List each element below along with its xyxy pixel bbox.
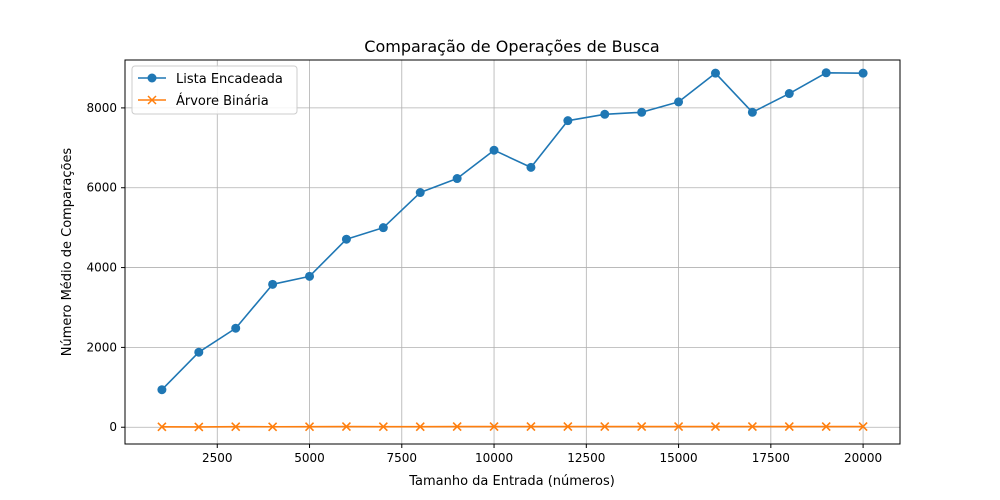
data-point-1 xyxy=(304,422,315,432)
data-point-1 xyxy=(821,421,831,432)
x-tick-label: 7500 xyxy=(387,451,418,465)
x-tick-label: 17500 xyxy=(752,451,790,465)
x-tick-label: 5000 xyxy=(294,451,325,465)
data-point-1 xyxy=(600,422,610,432)
data-point-0 xyxy=(231,323,241,333)
data-point-1 xyxy=(231,422,241,432)
data-point-0 xyxy=(526,162,536,172)
legend-marker-arvore xyxy=(147,95,157,105)
x-axis-label: Tamanho da Entrada (números) xyxy=(408,474,615,489)
x-tick-label: 12500 xyxy=(567,451,605,465)
data-point-0 xyxy=(674,97,684,107)
data-point-1 xyxy=(526,422,536,432)
y-tick-label: 8000 xyxy=(86,101,117,115)
y-axis-label: Número Médio de Comparações xyxy=(60,148,75,357)
data-point-0 xyxy=(637,107,647,117)
x-tick-label: 2500 xyxy=(202,451,233,465)
plot-frame xyxy=(124,59,901,445)
data-point-0 xyxy=(194,347,204,357)
data-point-1 xyxy=(858,421,868,432)
data-point-1 xyxy=(268,422,278,432)
y-tick-label: 2000 xyxy=(86,340,117,354)
data-point-1 xyxy=(157,422,167,432)
legend-label-lista: Lista Encadeada xyxy=(176,72,283,87)
data-point-0 xyxy=(415,188,425,198)
series-layer xyxy=(157,68,868,432)
chart-title: Comparação de Operações de Busca xyxy=(364,37,659,56)
data-point-0 xyxy=(858,68,868,78)
data-point-1 xyxy=(378,422,388,432)
data-point-0 xyxy=(747,107,757,117)
data-point-0 xyxy=(563,116,573,126)
y-tick-label: 6000 xyxy=(86,181,117,195)
data-point-1 xyxy=(452,422,462,432)
data-point-1 xyxy=(563,422,573,432)
x-tick-label: 15000 xyxy=(659,451,697,465)
data-point-0 xyxy=(452,174,462,184)
legend-marker-lista xyxy=(147,73,157,83)
x-tick-label: 10000 xyxy=(475,451,513,465)
data-point-0 xyxy=(710,68,720,78)
data-point-1 xyxy=(341,422,351,432)
data-point-0 xyxy=(268,279,278,289)
series-line-0 xyxy=(161,71,864,391)
data-point-1 xyxy=(194,422,204,432)
data-point-0 xyxy=(489,145,499,155)
data-point-0 xyxy=(157,385,167,395)
legend-label-arvore: Árvore Binária xyxy=(176,93,269,109)
data-point-0 xyxy=(600,109,610,119)
x-tick-label: 20000 xyxy=(844,451,882,465)
y-tick-label: 4000 xyxy=(86,261,117,275)
ticks: 2500 5000 7500 10000 12500 15000 17500 20000 0 20… xyxy=(86,101,882,465)
data-point-0 xyxy=(378,223,388,233)
data-point-0 xyxy=(341,234,351,244)
data-point-0 xyxy=(784,89,794,99)
data-point-1 xyxy=(415,422,425,432)
legend-box xyxy=(131,65,298,115)
data-point-1 xyxy=(747,421,757,432)
y-tick-label: 0 xyxy=(109,420,117,434)
data-point-1 xyxy=(784,421,794,432)
data-point-1 xyxy=(637,421,647,432)
data-point-0 xyxy=(821,68,831,78)
data-point-1 xyxy=(674,421,684,432)
data-point-1 xyxy=(489,421,499,432)
grid xyxy=(125,60,900,444)
data-point-0 xyxy=(305,271,315,281)
data-point-1 xyxy=(710,422,721,432)
legend: Lista Encadeada Árvore Binária xyxy=(131,65,298,115)
